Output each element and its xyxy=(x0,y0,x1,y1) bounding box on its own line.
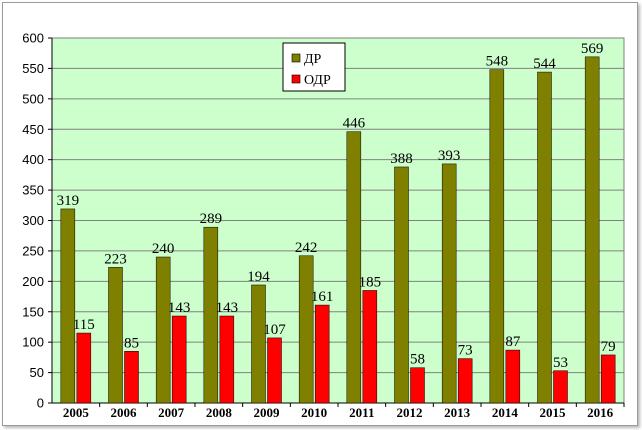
data-label-odr: 115 xyxy=(73,317,95,333)
x-tick-label: 2009 xyxy=(254,405,281,420)
y-tick-label: 500 xyxy=(22,91,44,106)
y-tick-label: 200 xyxy=(22,274,44,289)
legend-swatch-odr xyxy=(291,74,301,84)
bar-odr xyxy=(267,337,282,404)
data-label-odr: 143 xyxy=(216,300,239,316)
y-tick-label: 250 xyxy=(22,243,44,258)
bar-dr xyxy=(251,284,266,404)
data-label-odr: 79 xyxy=(601,339,616,355)
y-tick-label: 150 xyxy=(22,304,44,319)
legend-label-odr: ОДР xyxy=(304,73,331,88)
x-tick-label: 2005 xyxy=(63,405,90,420)
bar-odr xyxy=(124,351,139,404)
x-tick-label: 2015 xyxy=(540,405,567,420)
data-label-dr: 446 xyxy=(343,116,366,132)
x-tick-label: 2012 xyxy=(397,405,423,420)
bar-dr xyxy=(298,255,314,404)
gridlines xyxy=(52,37,624,374)
x-tick-label: 2013 xyxy=(444,405,471,420)
y-tick-label: 400 xyxy=(22,152,44,167)
x-tick-label: 2006 xyxy=(111,405,138,420)
bar-odr xyxy=(505,349,521,404)
bar-dr xyxy=(584,56,600,404)
data-label-odr: 143 xyxy=(168,300,191,316)
data-label-dr: 388 xyxy=(390,151,413,167)
y-tick-label: 50 xyxy=(30,365,44,380)
data-label-dr: 319 xyxy=(57,193,80,209)
y-tick-label: 450 xyxy=(22,122,44,137)
x-tick-label: 2014 xyxy=(492,405,519,420)
legend: ДР ОДР xyxy=(282,42,346,92)
x-tick-label: 2016 xyxy=(587,405,614,420)
bar-odr xyxy=(410,367,425,404)
legend-label-dr: ДР xyxy=(304,52,322,67)
bar-dr xyxy=(108,267,123,404)
bar-dr xyxy=(394,166,409,404)
data-label-odr: 73 xyxy=(458,343,473,359)
data-label-dr: 393 xyxy=(438,148,461,164)
y-tick-label: 300 xyxy=(22,213,44,228)
x-tick-label: 2010 xyxy=(301,405,327,420)
data-label-odr: 58 xyxy=(410,352,425,368)
bar-dr xyxy=(441,163,457,404)
y-tick-label: 600 xyxy=(22,31,44,46)
x-tick-label: 2007 xyxy=(158,405,185,420)
bar-dr xyxy=(537,71,552,404)
bar-odr xyxy=(219,315,235,404)
bar-odr xyxy=(362,290,378,404)
bar-odr xyxy=(600,354,616,404)
data-label-dr: 240 xyxy=(152,241,175,257)
x-axis: 2005 2006 2007 2008 2009 2010 2011 2012 2013 2014… xyxy=(52,402,625,420)
x-tick-label: 2011 xyxy=(349,405,374,420)
data-label-dr: 194 xyxy=(247,269,270,285)
bar-dr xyxy=(155,256,171,404)
bars xyxy=(60,56,616,404)
data-label-odr: 107 xyxy=(263,322,286,338)
bar-odr xyxy=(457,358,473,404)
data-label-dr: 548 xyxy=(486,54,509,70)
data-label-dr: 289 xyxy=(200,211,223,227)
bar-odr xyxy=(76,332,92,404)
y-axis: 0 50 100 150 200 250 300 350 400 450 500 550 600 xyxy=(22,31,53,411)
legend-swatch-dr xyxy=(291,53,301,63)
y-tick-label: 100 xyxy=(22,335,44,350)
data-label-odr: 185 xyxy=(359,274,382,290)
bar-odr xyxy=(314,304,330,404)
bar-dr xyxy=(489,69,505,404)
data-label-dr: 569 xyxy=(581,41,604,57)
data-label-odr: 53 xyxy=(553,355,568,371)
data-label-odr: 85 xyxy=(124,335,139,351)
data-label-dr: 242 xyxy=(295,240,318,256)
y-tick-label: 350 xyxy=(22,183,44,198)
bar-odr xyxy=(553,370,568,404)
bar-dr xyxy=(346,131,362,404)
bar-dr xyxy=(60,208,76,404)
bar-odr xyxy=(171,315,187,404)
data-label-odr: 161 xyxy=(311,289,334,305)
data-label-dr: 223 xyxy=(104,251,127,267)
x-tick-label: 2008 xyxy=(206,405,233,420)
y-tick-label: 550 xyxy=(22,61,44,76)
data-label-odr: 87 xyxy=(505,334,521,350)
y-tick-label: 0 xyxy=(37,396,44,411)
data-labels: 319 115 223 85 240 143 289 143 194 107 242 161 446 18… xyxy=(57,41,616,371)
bar-dr xyxy=(203,226,219,404)
data-label-dr: 544 xyxy=(533,56,556,72)
